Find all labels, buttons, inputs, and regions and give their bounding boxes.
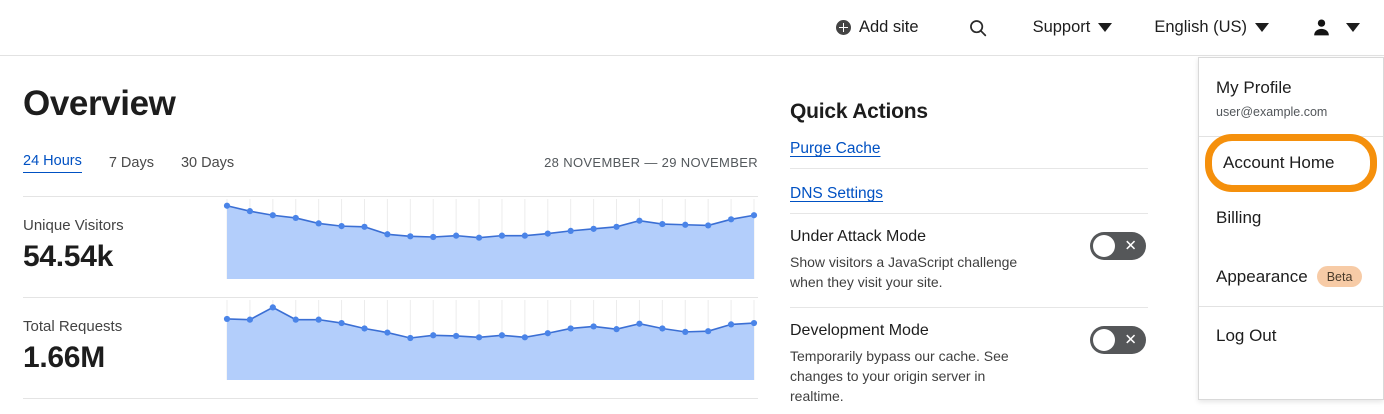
development-mode-title: Development Mode	[790, 321, 929, 339]
menu-item-label: Log Out	[1216, 326, 1277, 345]
menu-item-label: Appearance	[1216, 266, 1308, 286]
my-profile-label: My Profile	[1216, 78, 1292, 97]
person-icon	[1314, 19, 1329, 36]
profile-email: user@example.com	[1216, 105, 1328, 119]
development-mode-description: Temporarily bypass our cache. See change…	[790, 347, 1009, 405]
chevron-down-icon	[1255, 23, 1269, 32]
add-site-button[interactable]: Add site	[822, 8, 933, 48]
beta-badge: Beta	[1316, 266, 1363, 287]
menu-item-account-home[interactable]: Account Home	[1205, 134, 1377, 192]
chevron-down-icon	[1346, 23, 1360, 32]
menu-item-log-out[interactable]: Log Out	[1199, 307, 1383, 365]
search-button[interactable]	[951, 8, 1005, 48]
under-attack-mode-description: Show visitors a JavaScript challenge whe…	[790, 254, 1018, 291]
language-menu[interactable]: English (US)	[1140, 8, 1283, 48]
under-attack-mode-toggle[interactable]: ✕	[1090, 232, 1146, 260]
time-range-tabs: 24 Hours 7 Days 30 Days 28 NOVEMBER — 29…	[23, 152, 758, 174]
x-icon: ✕	[1124, 237, 1137, 255]
under-attack-mode-title: Under Attack Mode	[790, 228, 927, 245]
top-navigation-bar: Add site Support English (US)	[0, 0, 1384, 56]
divider	[23, 196, 758, 197]
date-range-label: 28 NOVEMBER — 29 NOVEMBER	[544, 155, 758, 170]
x-icon: ✕	[1124, 331, 1137, 349]
menu-item-billing[interactable]: Billing	[1199, 189, 1383, 247]
overview-section: Overview 24 Hours 7 Days 30 Days 28 NOVE…	[23, 84, 758, 399]
support-menu[interactable]: Support	[1019, 8, 1127, 48]
under-attack-mode-row: Under Attack Mode Show visitors a JavaSc…	[790, 214, 1148, 308]
metric-value: 54.54k	[23, 240, 113, 273]
user-dropdown-menu: My Profile user@example.com Account Home…	[1198, 57, 1384, 400]
metric-unique-visitors: Unique Visitors 54.54k	[23, 197, 758, 297]
dropdown-profile-section[interactable]: My Profile user@example.com	[1199, 58, 1383, 137]
add-site-label: Add site	[858, 18, 919, 36]
plus-circle-icon	[835, 20, 851, 35]
tab-7-days[interactable]: 7 Days	[108, 155, 154, 171]
metric-label: Total Requests	[23, 318, 123, 335]
chart-total-requests[interactable]	[223, 298, 758, 383]
toggle-knob	[1093, 328, 1115, 351]
menu-item-appearance[interactable]: Appearance Beta	[1199, 247, 1383, 307]
development-mode-row: Development Mode Temporarily bypass our …	[790, 308, 1148, 414]
user-menu-button[interactable]	[1297, 8, 1366, 48]
metric-label: Unique Visitors	[23, 217, 124, 234]
language-label: English (US)	[1154, 18, 1247, 36]
chevron-down-icon	[1098, 23, 1113, 32]
support-label: Support	[1032, 18, 1091, 36]
quick-action-purge-cache-row: Purge Cache	[790, 124, 1148, 169]
dns-settings-link[interactable]: DNS Settings	[790, 185, 884, 202]
quick-actions-title: Quick Actions	[790, 100, 928, 123]
development-mode-toggle[interactable]: ✕	[1090, 325, 1146, 354]
quick-action-dns-settings-row: DNS Settings	[790, 169, 1148, 214]
tab-30-days[interactable]: 30 Days	[180, 155, 235, 171]
divider	[23, 297, 758, 298]
metric-value: 1.66M	[23, 341, 105, 374]
quick-actions-section: Quick Actions Purge Cache DNS Settings U…	[790, 100, 1148, 414]
metric-total-requests: Total Requests 1.66M	[23, 298, 758, 398]
purge-cache-link[interactable]: Purge Cache	[790, 140, 881, 157]
toggle-knob	[1093, 235, 1115, 257]
search-icon	[969, 19, 986, 36]
chart-unique-visitors[interactable]	[223, 197, 758, 282]
divider	[23, 398, 758, 399]
page-title: Overview	[23, 84, 176, 123]
tab-24-hours[interactable]: 24 Hours	[23, 153, 82, 173]
menu-item-label: Account Home	[1223, 153, 1335, 172]
menu-item-label: Billing	[1216, 208, 1262, 227]
